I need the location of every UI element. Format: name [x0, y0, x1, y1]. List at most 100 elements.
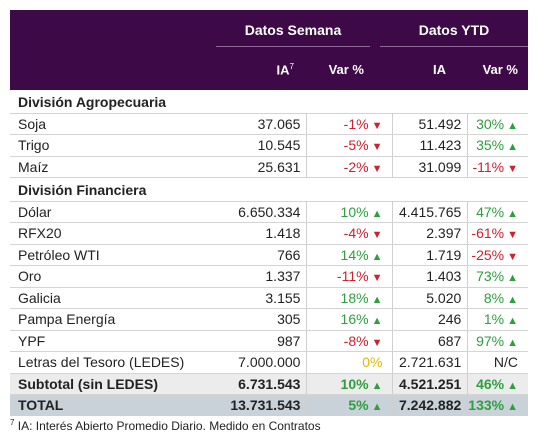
group-underline-weekly [216, 46, 370, 47]
arrow-down-icon: ▼ [507, 250, 518, 263]
col-header-var: Var % [328, 62, 364, 77]
var-value: -11% [336, 268, 369, 285]
section-header-row: División Agropecuaria [10, 90, 528, 114]
row-label: TOTAL [10, 394, 223, 416]
group-header-ytd: Datos YTD [418, 22, 490, 38]
var-cell: 14% ▲ [306, 244, 393, 266]
ytd-var-cell: 8% ▲ [467, 287, 528, 309]
table-row: Pampa Energía 305 16% ▲ 246 1% ▲ [10, 308, 528, 331]
var-cell: 10% ▲ [306, 201, 393, 223]
arrow-up-icon: ▲ [507, 379, 518, 392]
table-row: Maíz 25.631 -2% ▼ 31.099 -11% ▼ [10, 156, 528, 178]
arrow-up-icon: ▲ [371, 379, 383, 392]
ia-value: 25.631 [222, 156, 308, 178]
row-label: Letras del Tesoro (LEDES) [10, 351, 223, 374]
ytd-var-cell: 47% ▲ [467, 201, 528, 223]
arrow-up-icon: ▲ [371, 250, 383, 263]
ytd-var-cell: 73% ▲ [467, 265, 528, 288]
var-value: 14% [340, 246, 369, 263]
ytd-ia-value: 11.423 [392, 134, 469, 157]
arrow-up-icon: ▲ [371, 293, 383, 306]
table-row: RFX20 1.418 -4% ▼ 2.397 -61% ▼ [10, 222, 528, 245]
var-value: -8% [343, 332, 369, 349]
arrow-down-icon: ▼ [371, 229, 383, 242]
ytd-var-cell: 35% ▲ [467, 134, 528, 157]
var-value: -4% [343, 225, 369, 242]
ytd-ia-value: 1.403 [392, 265, 469, 288]
var-value: 1% [483, 311, 505, 328]
arrow-up-icon: ▲ [507, 336, 518, 349]
arrow-down-icon: ▼ [371, 272, 383, 285]
arrow-up-icon: ▲ [371, 401, 383, 414]
footnote-text: IA: Interés Abierto Promedio Diario. Med… [14, 419, 321, 433]
var-cell: 0% [306, 351, 393, 374]
var-value: 35% [476, 137, 505, 154]
arrow-up-icon: ▲ [507, 293, 518, 306]
section-title: División Financiera [10, 177, 528, 202]
ia-value: 13.731.543 [222, 394, 308, 416]
var-cell: -4% ▼ [306, 222, 393, 245]
arrow-up-icon: ▲ [507, 401, 518, 414]
col-header-var-ytd: Var % [482, 62, 518, 77]
arrow-up-icon: ▲ [507, 315, 518, 328]
arrow-up-icon: ▲ [507, 141, 518, 154]
var-value: 8% [483, 289, 505, 306]
group-header-weekly: Datos Semana [244, 22, 342, 38]
ytd-ia-value: 4.415.765 [392, 201, 469, 223]
var-cell: 10% ▲ [306, 373, 393, 395]
ytd-var-cell: -25% ▼ [467, 244, 528, 266]
ytd-ia-value: 2.721.631 [392, 351, 469, 374]
table-row: Letras del Tesoro (LEDES) 7.000.000 0% 2.72… [10, 351, 528, 374]
ytd-var-cell: N/C [467, 351, 528, 374]
ia-value: 37.065 [222, 113, 308, 135]
group-underline-ytd [380, 46, 528, 47]
ia-value: 3.155 [222, 287, 308, 309]
table-row: Oro 1.337 -11% ▼ 1.403 73% ▲ [10, 265, 528, 288]
arrow-up-icon: ▲ [507, 272, 518, 285]
col-header-ia: IA7 [216, 62, 294, 77]
ytd-ia-value: 4.521.251 [392, 373, 469, 395]
var-cell: 16% ▲ [306, 308, 393, 331]
table-row: Trigo 10.545 -5% ▼ 11.423 35% ▲ [10, 134, 528, 157]
row-label: Maíz [10, 156, 223, 178]
var-value: 46% [476, 375, 505, 392]
ia-value: 1.418 [222, 222, 308, 245]
ia-value: 6.731.543 [222, 373, 308, 395]
row-label: RFX20 [10, 222, 223, 245]
var-value: N/C [493, 354, 518, 371]
ytd-var-cell: 133% ▲ [467, 394, 528, 416]
ia-value: 7.000.000 [222, 351, 308, 374]
row-label: Soja [10, 113, 223, 135]
ytd-var-cell: -11% ▼ [467, 156, 528, 178]
data-table: División Agropecuaria Soja 37.065 -1% ▼ 51.49… [10, 90, 528, 416]
var-cell: -11% ▼ [306, 265, 393, 288]
subtotal-row: Subtotal (sin LEDES) 6.731.543 10% ▲ 4.521.2… [10, 373, 528, 395]
var-cell: -8% ▼ [306, 330, 393, 352]
row-label: Trigo [10, 134, 223, 157]
var-cell: 18% ▲ [306, 287, 393, 309]
ia-value: 987 [222, 330, 308, 352]
table-header: Datos Semana Datos YTD IA7 Var % IA Var … [10, 10, 528, 90]
arrow-down-icon: ▼ [371, 336, 383, 349]
arrow-up-icon: ▲ [371, 207, 383, 220]
arrow-down-icon: ▼ [371, 119, 383, 132]
table-row: Galicia 3.155 18% ▲ 5.020 8% ▲ [10, 287, 528, 309]
arrow-up-icon: ▲ [507, 207, 518, 220]
table-row: YPF 987 -8% ▼ 687 97% ▲ [10, 330, 528, 352]
section-title: División Agropecuaria [10, 90, 528, 114]
ia-value: 1.337 [222, 265, 308, 288]
var-value: -25% [471, 246, 505, 263]
ytd-var-cell: 30% ▲ [467, 113, 528, 135]
var-cell: -2% ▼ [306, 156, 393, 178]
var-value: 5% [348, 397, 369, 414]
col-header-ia-label: IA [276, 62, 290, 78]
row-label: Galicia [10, 287, 223, 309]
ytd-ia-value: 51.492 [392, 113, 469, 135]
var-value: -5% [343, 137, 369, 154]
col-header-ia-ytd: IA [433, 62, 446, 77]
row-label: Dólar [10, 201, 223, 223]
ia-value: 10.545 [222, 134, 308, 157]
table-row: Petróleo WTI 766 14% ▲ 1.719 -25% ▼ [10, 244, 528, 266]
ytd-var-cell: 46% ▲ [467, 373, 528, 395]
row-label: Subtotal (sin LEDES) [10, 373, 223, 395]
